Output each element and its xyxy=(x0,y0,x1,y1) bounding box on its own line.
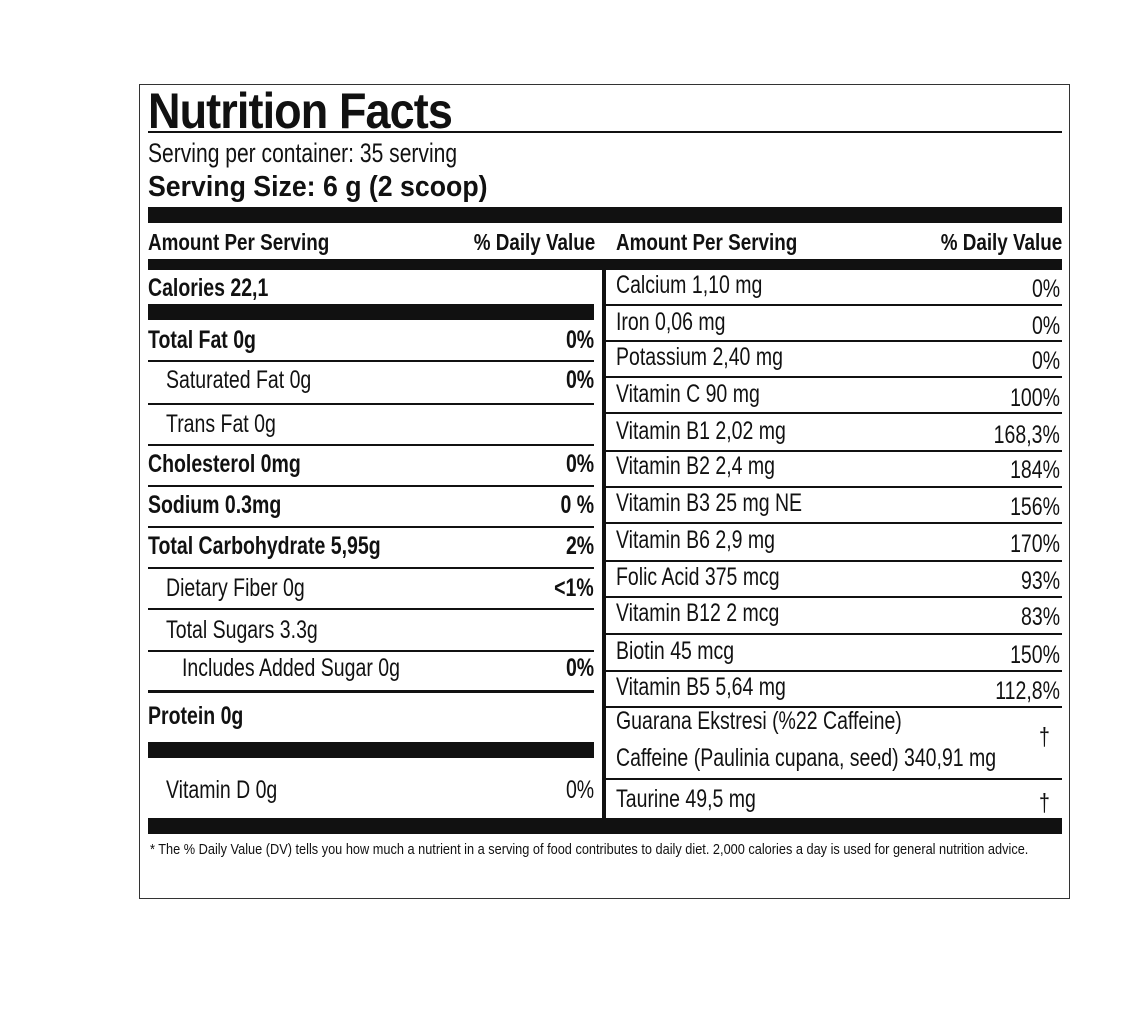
row-rule xyxy=(606,340,1062,342)
nutrient-name: Protein 0g xyxy=(148,702,244,730)
header-amount: Amount Per Serving xyxy=(616,229,798,255)
thick-bar xyxy=(148,304,594,320)
daily-value: 156% xyxy=(1010,493,1060,521)
nutrient-name: Vitamin B3 25 mg NE xyxy=(616,489,803,517)
nutrient-name: Cholesterol 0mg xyxy=(148,450,301,478)
nutrient-name: Sodium 0.3mg xyxy=(148,491,282,519)
header-dv: % Daily Value xyxy=(473,229,595,255)
daily-value: 184% xyxy=(1010,456,1060,484)
daily-value: 0% xyxy=(565,654,594,682)
daily-value: 0% xyxy=(1031,347,1060,375)
nutrient-name: Biotin 45 mcg xyxy=(616,637,735,665)
nutrient-name: Vitamin B6 2,9 mg xyxy=(616,526,775,554)
row-rule xyxy=(606,450,1062,452)
thick-bar xyxy=(148,259,1062,270)
nutrient-name: Vitamin B1 2,02 mg xyxy=(616,417,786,445)
row-rule xyxy=(606,670,1062,672)
nutrient-name: Vitamin B2 2,4 mg xyxy=(616,452,775,480)
row-rule xyxy=(606,412,1062,414)
row-rule xyxy=(606,486,1062,488)
daily-value: 93% xyxy=(1020,567,1060,595)
daily-value: 112,8% xyxy=(995,677,1060,705)
label-border xyxy=(139,84,1070,899)
serving-size: Serving Size: 6 g (2 scoop) xyxy=(148,171,488,203)
row-rule xyxy=(606,376,1062,378)
thick-bar xyxy=(148,207,1062,223)
nutrient-name: Calcium 1,10 mg xyxy=(616,271,763,299)
row-rule xyxy=(148,526,594,528)
row-rule xyxy=(148,403,594,405)
nutrient-name: Caffeine (Paulinia cupana, seed) 340,91 … xyxy=(616,744,997,772)
nutrient-name: Potassium 2,40 mg xyxy=(616,343,783,371)
daily-value: 0 % xyxy=(560,491,594,519)
title-rule xyxy=(148,131,1062,133)
row-rule xyxy=(606,633,1062,635)
daily-value: 170% xyxy=(1010,530,1060,558)
row-rule xyxy=(148,567,594,569)
daily-value: 0% xyxy=(1031,312,1060,340)
row-rule xyxy=(148,650,594,652)
row-rule xyxy=(606,706,1062,708)
nutrient-name: Total Fat 0g xyxy=(148,326,256,354)
row-rule xyxy=(606,522,1062,524)
nutrient-name: Total Carbohydrate 5,95g xyxy=(148,532,381,560)
row-rule xyxy=(148,608,594,610)
nutrient-name: Saturated Fat 0g xyxy=(166,366,312,394)
header-amount: Amount Per Serving xyxy=(148,229,330,255)
nutrient-name: Calories 22,1 xyxy=(148,274,269,302)
daily-value: <1% xyxy=(554,574,594,602)
column-divider xyxy=(602,270,606,818)
nutrient-name: Guarana Ekstresi (%22 Caffeine) xyxy=(616,707,902,735)
thick-bar xyxy=(148,742,594,758)
nutrient-name: Taurine 49,5 mg xyxy=(616,785,756,813)
daily-value: 0% xyxy=(565,326,594,354)
daily-value: 0% xyxy=(565,450,594,478)
daily-value: 83% xyxy=(1020,603,1060,631)
daily-value: † xyxy=(1039,723,1050,751)
row-rule xyxy=(148,444,594,446)
row-rule xyxy=(148,690,594,693)
daily-value: † xyxy=(1039,789,1050,817)
daily-value: 0% xyxy=(565,366,594,394)
row-rule xyxy=(606,304,1062,306)
daily-value: 2% xyxy=(565,532,594,560)
nutrient-name: Vitamin D 0g xyxy=(166,776,278,804)
servings-per-container: Serving per container: 35 serving xyxy=(148,138,458,168)
row-rule xyxy=(148,485,594,487)
daily-value: 150% xyxy=(1010,641,1060,669)
nutrient-name: Trans Fat 0g xyxy=(166,410,276,438)
nutrient-name: Vitamin B12 2 mcg xyxy=(616,599,780,627)
header-dv: % Daily Value xyxy=(940,229,1062,255)
footnote: * The % Daily Value (DV) tells you how m… xyxy=(150,841,1029,858)
row-rule xyxy=(606,560,1062,562)
nutrient-name: Vitamin C 90 mg xyxy=(616,380,760,408)
daily-value: 168,3% xyxy=(993,421,1060,449)
nutrient-name: Folic Acid 375 mcg xyxy=(616,563,780,591)
row-rule xyxy=(606,596,1062,598)
nutrient-name: Dietary Fiber 0g xyxy=(166,574,305,602)
daily-value: 0% xyxy=(565,776,594,804)
daily-value: 0% xyxy=(1031,275,1060,303)
row-rule xyxy=(148,360,594,362)
nutrient-name: Total Sugars 3.3g xyxy=(166,616,318,644)
thick-bar xyxy=(148,818,1062,834)
title: Nutrition Facts xyxy=(148,83,453,139)
nutrient-name: Vitamin B5 5,64 mg xyxy=(616,673,786,701)
daily-value: 100% xyxy=(1010,384,1060,412)
row-rule xyxy=(606,778,1062,780)
nutrient-name: Includes Added Sugar 0g xyxy=(182,654,400,682)
nutrient-name: Iron 0,06 mg xyxy=(616,308,726,336)
